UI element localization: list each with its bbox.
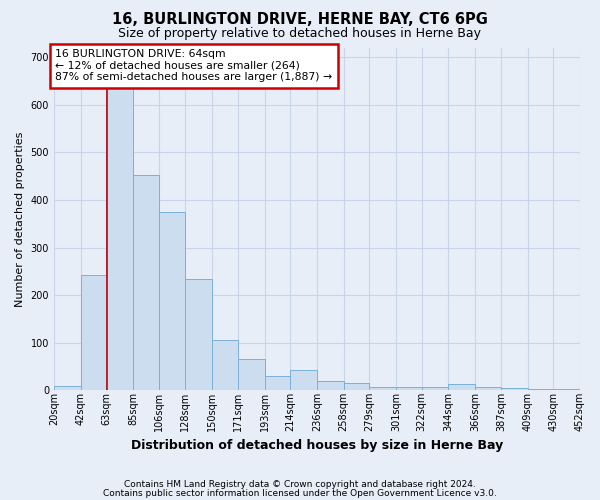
Bar	[212, 340, 238, 390]
Text: 16, BURLINGTON DRIVE, HERNE BAY, CT6 6PG: 16, BURLINGTON DRIVE, HERNE BAY, CT6 6PG	[112, 12, 488, 26]
Bar	[317, 381, 344, 390]
Text: Size of property relative to detached houses in Herne Bay: Size of property relative to detached ho…	[119, 26, 482, 40]
Bar	[54, 386, 81, 390]
Bar	[265, 376, 290, 390]
Text: Contains public sector information licensed under the Open Government Licence v3: Contains public sector information licen…	[103, 488, 497, 498]
Bar	[185, 280, 212, 390]
Bar	[475, 386, 501, 390]
Bar	[106, 88, 133, 390]
Bar	[344, 384, 370, 390]
Y-axis label: Number of detached properties: Number of detached properties	[15, 132, 25, 306]
Bar	[238, 360, 265, 390]
Bar	[553, 389, 580, 390]
Text: 16 BURLINGTON DRIVE: 64sqm
← 12% of detached houses are smaller (264)
87% of sem: 16 BURLINGTON DRIVE: 64sqm ← 12% of deta…	[55, 49, 332, 82]
Bar	[370, 386, 396, 390]
Bar	[448, 384, 475, 390]
Bar	[133, 175, 158, 390]
Text: Contains HM Land Registry data © Crown copyright and database right 2024.: Contains HM Land Registry data © Crown c…	[124, 480, 476, 489]
Bar	[422, 386, 448, 390]
Bar	[81, 274, 106, 390]
Bar	[158, 212, 185, 390]
Bar	[501, 388, 527, 390]
Bar	[396, 386, 422, 390]
X-axis label: Distribution of detached houses by size in Herne Bay: Distribution of detached houses by size …	[131, 440, 503, 452]
Bar	[527, 389, 553, 390]
Bar	[290, 370, 317, 390]
